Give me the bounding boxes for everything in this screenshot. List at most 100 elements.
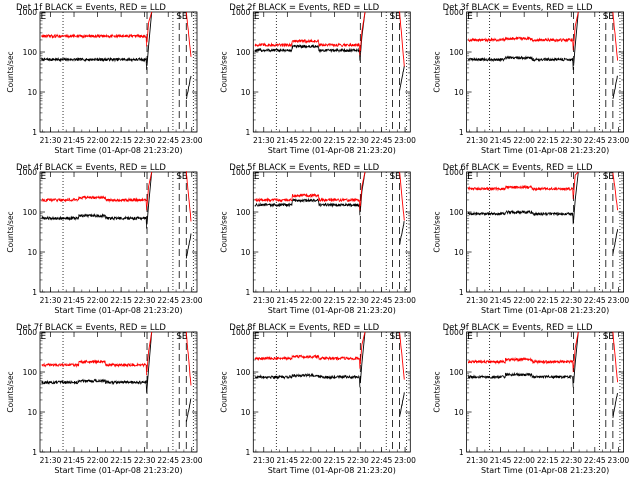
y-tick-label: 1000 bbox=[445, 168, 464, 177]
x-tick-label: 22:00 bbox=[513, 296, 535, 305]
plot-frame bbox=[252, 171, 411, 293]
series-events-line bbox=[41, 213, 147, 229]
marker-label: E bbox=[254, 332, 260, 342]
y-axis-label: Counts/sec bbox=[6, 211, 15, 252]
x-tick-label: 22:15 bbox=[537, 296, 559, 305]
y-tick-label: 100 bbox=[23, 208, 38, 217]
marker-label: E bbox=[467, 332, 473, 342]
panel-title: Det 5f BLACK = Events, RED = LLD bbox=[229, 163, 379, 173]
panel-det-7: Det 7f BLACK = Events, RED = LLD Counts/s… bbox=[6, 323, 203, 475]
x-tick-label: 22:00 bbox=[87, 136, 109, 145]
plot-frame bbox=[466, 331, 625, 453]
panel-title: Det 4f BLACK = Events, RED = LLD bbox=[16, 163, 166, 173]
panel-det-4: Det 4f BLACK = Events, RED = LLD Counts/s… bbox=[6, 163, 203, 315]
plot-frame bbox=[39, 331, 198, 453]
panel-title: Det 3f BLACK = Events, RED = LLD bbox=[443, 3, 593, 13]
series-events-rise bbox=[573, 11, 579, 66]
x-axis-label: Start Time (01-Apr-08 21:23:20) bbox=[54, 466, 182, 475]
x-tick-label: 21:45 bbox=[63, 136, 85, 145]
plot-frame bbox=[252, 11, 411, 133]
series-lld-rise bbox=[146, 11, 153, 43]
x-tick-label: 23:00 bbox=[608, 136, 630, 145]
marker-label: E bbox=[395, 12, 401, 22]
y-tick-label: 1000 bbox=[18, 328, 37, 337]
marker-label: E bbox=[182, 332, 188, 342]
y-tick-label: 1000 bbox=[445, 328, 464, 337]
x-tick-label: 21:45 bbox=[63, 456, 85, 465]
series-events-recovery bbox=[185, 75, 192, 100]
marker-label: E bbox=[41, 12, 47, 22]
y-tick-label: 1 bbox=[459, 448, 464, 457]
x-tick-label: 22:30 bbox=[134, 456, 156, 465]
x-tick-label: 22:45 bbox=[371, 296, 393, 305]
x-tick-label: 21:30 bbox=[253, 296, 275, 305]
x-tick-label: 21:30 bbox=[40, 136, 62, 145]
series-lld-recovery bbox=[612, 12, 619, 61]
marker-label: E bbox=[254, 172, 260, 182]
series-events-recovery bbox=[399, 392, 405, 418]
x-tick-label: 22:30 bbox=[134, 136, 156, 145]
y-tick-label: 1 bbox=[246, 128, 251, 137]
x-tick-label: 22:45 bbox=[371, 456, 393, 465]
marker-label: E bbox=[395, 172, 401, 182]
y-tick-label: 100 bbox=[236, 48, 251, 57]
x-tick-label: 21:45 bbox=[277, 456, 299, 465]
x-tick-label: 22:00 bbox=[513, 136, 535, 145]
marker-label: E bbox=[608, 12, 614, 22]
y-tick-label: 10 bbox=[454, 88, 464, 97]
x-tick-label: 21:45 bbox=[277, 136, 299, 145]
series-lld-recovery bbox=[185, 171, 192, 222]
x-tick-label: 21:45 bbox=[490, 136, 512, 145]
series-lld-rise bbox=[359, 11, 366, 52]
x-tick-label: 23:00 bbox=[394, 456, 416, 465]
marker-label: E bbox=[254, 12, 260, 22]
x-tick-label: 21:45 bbox=[277, 296, 299, 305]
series-events-rise bbox=[573, 171, 579, 221]
y-tick-label: 1000 bbox=[231, 328, 250, 337]
marker-label: E bbox=[608, 332, 614, 342]
y-tick-label: 10 bbox=[27, 248, 37, 257]
y-tick-label: 1 bbox=[246, 448, 251, 457]
y-axis-label: Counts/sec bbox=[219, 211, 228, 252]
x-tick-label: 22:30 bbox=[560, 296, 582, 305]
y-axis-label: Counts/sec bbox=[433, 51, 442, 92]
x-tick-label: 21:30 bbox=[466, 456, 488, 465]
marker-label: E bbox=[41, 172, 47, 182]
series-lld-line bbox=[254, 38, 361, 56]
x-tick-label: 22:00 bbox=[300, 296, 322, 305]
x-tick-label: 21:30 bbox=[253, 136, 275, 145]
series-events-line bbox=[467, 371, 574, 388]
panel-title: Det 9f BLACK = Events, RED = LLD bbox=[443, 323, 593, 333]
series-events-line bbox=[467, 55, 574, 70]
x-tick-label: 22:00 bbox=[87, 296, 109, 305]
y-tick-label: 10 bbox=[27, 408, 37, 417]
x-axis-label: Start Time (01-Apr-08 21:23:20) bbox=[268, 146, 396, 155]
panel-det-1: Det 1f BLACK = Events, RED = LLD Counts/s… bbox=[6, 3, 203, 155]
x-tick-label: 21:45 bbox=[490, 456, 512, 465]
x-tick-label: 22:45 bbox=[371, 136, 393, 145]
panel-title: Det 6f BLACK = Events, RED = LLD bbox=[443, 163, 593, 173]
y-tick-label: 10 bbox=[241, 408, 251, 417]
x-tick-label: 22:15 bbox=[110, 296, 132, 305]
plot-frame bbox=[39, 171, 198, 293]
series-events-rise bbox=[359, 171, 366, 212]
series-events-recovery bbox=[399, 65, 405, 91]
x-tick-label: 22:15 bbox=[110, 456, 132, 465]
x-axis-label: Start Time (01-Apr-08 21:23:20) bbox=[54, 146, 182, 155]
y-tick-label: 1000 bbox=[18, 168, 37, 177]
y-axis-label: Counts/sec bbox=[6, 371, 15, 412]
series-lld-recovery bbox=[399, 332, 405, 380]
series-lld-line bbox=[467, 356, 574, 373]
panel-title: Det 8f BLACK = Events, RED = LLD bbox=[229, 323, 379, 333]
x-axis-label: Start Time (01-Apr-08 21:23:20) bbox=[481, 466, 609, 475]
series-lld-recovery bbox=[612, 172, 619, 211]
x-tick-label: 23:00 bbox=[181, 456, 203, 465]
y-tick-label: 10 bbox=[454, 408, 464, 417]
series-lld-line bbox=[41, 359, 147, 376]
panel-title: Det 7f BLACK = Events, RED = LLD bbox=[16, 323, 166, 333]
series-events-recovery bbox=[185, 233, 192, 259]
y-axis-label: Counts/sec bbox=[433, 211, 442, 252]
marker-label: E bbox=[395, 332, 401, 342]
series-lld-rise bbox=[573, 11, 579, 47]
y-tick-label: 1 bbox=[459, 128, 464, 137]
